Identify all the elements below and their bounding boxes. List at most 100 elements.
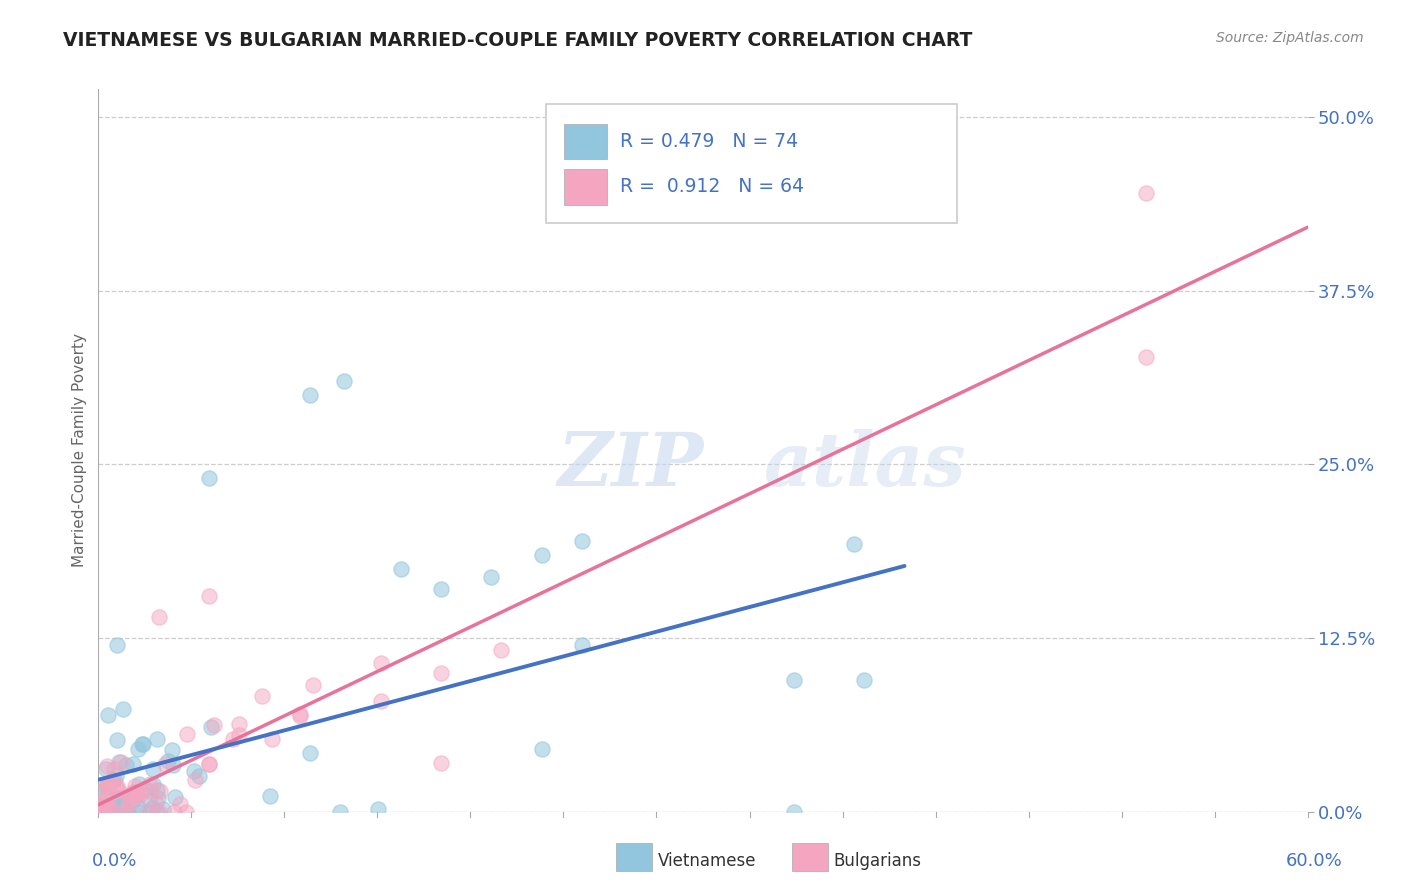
Point (118, 796, 141, 810)
Point (228, 728, 250, 742)
Point (202, 717, 225, 731)
Point (367, 802, 389, 816)
Point (222, 731, 245, 746)
Point (262, 732, 284, 747)
Point (132, 737, 155, 751)
Point (103, 773, 125, 788)
Point (114, 805, 136, 819)
Point (94, 797, 117, 811)
Point (138, 777, 160, 791)
Point (96, 778, 118, 792)
Point (90, 802, 112, 816)
Point (187, 769, 209, 783)
Point (142, 762, 165, 776)
Point (288, 709, 311, 723)
Point (94, 788, 117, 802)
Point (96, 762, 118, 776)
Point (125, 785, 148, 799)
Point (104, 769, 127, 783)
Point (430, 756, 453, 770)
Point (89, 799, 111, 814)
Point (853, 673, 876, 687)
Point (96, 779, 118, 793)
Point (138, 805, 160, 819)
Point (259, 789, 281, 803)
Point (121, 784, 143, 798)
Point (530, 742, 553, 756)
Point (131, 738, 153, 752)
Point (430, 582, 453, 597)
Text: Bulgarians: Bulgarians (834, 852, 922, 870)
Text: ZIP: ZIP (558, 429, 704, 501)
Text: atlas: atlas (763, 429, 966, 501)
Point (111, 702, 134, 716)
Point (183, 764, 205, 778)
Point (252, 689, 274, 703)
Point (90, 805, 112, 819)
Point (160, 743, 183, 757)
Point (370, 693, 392, 707)
Point (131, 787, 153, 801)
Point (120, 796, 142, 810)
Point (783, 805, 806, 819)
Point (105, 733, 128, 747)
Point (103, 763, 125, 777)
Point (112, 805, 135, 819)
Point (184, 772, 207, 787)
Point (571, 638, 593, 652)
Point (105, 779, 128, 793)
Point (89, 794, 111, 808)
Point (101, 773, 124, 788)
Y-axis label: Married-Couple Family Poverty: Married-Couple Family Poverty (72, 334, 87, 567)
Point (114, 805, 136, 819)
Point (94, 791, 117, 805)
Point (103, 805, 125, 819)
Point (162, 757, 184, 772)
Point (97, 805, 120, 819)
Point (176, 805, 198, 819)
Point (100, 805, 122, 819)
Point (100, 799, 122, 814)
Point (96, 780, 118, 794)
Text: 60.0%: 60.0% (1286, 852, 1343, 870)
Point (163, 805, 186, 819)
Point (370, 657, 392, 671)
Point (127, 800, 149, 814)
Point (198, 756, 221, 771)
Point (198, 471, 221, 485)
Point (491, 643, 513, 657)
Point (329, 805, 352, 819)
Point (783, 673, 806, 687)
Point (389, 561, 412, 575)
Point (156, 754, 179, 768)
Point (228, 717, 250, 731)
Point (299, 746, 322, 760)
Point (105, 792, 128, 806)
Point (138, 804, 160, 818)
Point (117, 805, 139, 819)
Point (110, 805, 132, 819)
Point (128, 777, 150, 791)
Point (110, 755, 132, 769)
FancyBboxPatch shape (564, 124, 607, 160)
Point (124, 779, 146, 793)
Point (97, 778, 120, 792)
Point (148, 790, 170, 805)
Point (139, 784, 162, 798)
Point (571, 533, 593, 548)
Point (107, 784, 129, 798)
Point (146, 732, 169, 747)
Point (333, 374, 356, 388)
Point (124, 785, 146, 799)
Point (97, 708, 120, 723)
Point (152, 802, 174, 816)
Point (110, 790, 132, 805)
Point (142, 777, 165, 791)
Point (96, 798, 118, 813)
Point (107, 755, 129, 769)
Point (146, 805, 169, 819)
Point (1135, 351, 1157, 365)
Point (479, 570, 502, 584)
Point (125, 787, 148, 801)
Point (115, 757, 138, 772)
